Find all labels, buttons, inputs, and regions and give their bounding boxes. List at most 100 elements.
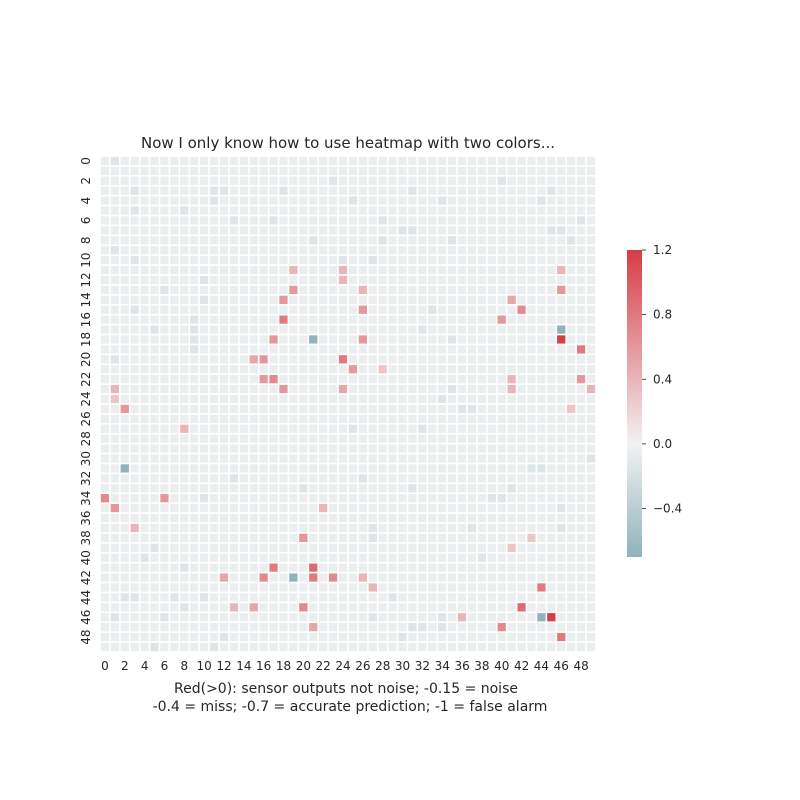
heatmap-cell <box>178 214 191 227</box>
heatmap-cell <box>158 274 171 286</box>
heatmap-cell <box>257 542 270 554</box>
heatmap-cell <box>109 502 121 514</box>
heatmap-cell <box>277 551 290 564</box>
heatmap-cell <box>128 452 141 465</box>
heatmap-cell <box>297 363 310 376</box>
heatmap-cell <box>386 373 399 385</box>
heatmap-cell <box>396 532 409 544</box>
heatmap-cell <box>257 432 270 445</box>
heatmap-cell <box>128 581 141 594</box>
heatmap-cell <box>148 313 161 326</box>
heatmap-cell <box>495 353 508 366</box>
heatmap-cell <box>188 442 200 455</box>
heatmap-cell <box>347 333 359 346</box>
heatmap-cell <box>486 313 498 326</box>
heatmap-cell <box>228 284 240 296</box>
heatmap-cell <box>119 363 131 376</box>
heatmap-cell <box>525 244 538 256</box>
heatmap-cell <box>357 284 369 296</box>
heatmap-cell <box>476 462 488 475</box>
heatmap-cell <box>476 621 488 633</box>
heatmap-cell <box>367 274 379 286</box>
heatmap-cell <box>555 631 568 643</box>
heatmap-cell <box>535 204 548 217</box>
heatmap-cell <box>327 303 339 316</box>
heatmap-cell <box>109 184 121 197</box>
heatmap-cell <box>555 343 568 356</box>
heatmap-cell <box>168 641 181 653</box>
heatmap-cell <box>357 333 369 346</box>
heatmap-cell <box>297 522 310 534</box>
heatmap-cell <box>238 512 250 524</box>
heatmap-cell <box>337 234 349 247</box>
heatmap-cell <box>317 532 329 544</box>
heatmap-cell <box>436 442 448 455</box>
heatmap-cell <box>307 641 320 653</box>
heatmap-cell <box>109 571 121 584</box>
x-tick-label: 10 <box>197 659 212 673</box>
heatmap-cell <box>575 165 587 177</box>
heatmap-cell <box>178 194 191 207</box>
colorbar-tick-label: 1.2 <box>653 243 672 257</box>
heatmap-cell <box>307 155 320 167</box>
heatmap-cell <box>297 423 310 435</box>
heatmap-cell <box>248 423 260 435</box>
heatmap-cell <box>456 254 468 266</box>
heatmap-cell <box>297 175 310 187</box>
heatmap-cell <box>317 343 329 356</box>
heatmap-cell <box>138 184 151 197</box>
heatmap-cell <box>545 571 558 584</box>
heatmap-cell <box>228 442 240 455</box>
heatmap-cell <box>208 214 220 227</box>
heatmap-cell <box>535 165 548 177</box>
x-tick-label: 38 <box>474 659 489 673</box>
heatmap-cell <box>476 581 488 594</box>
heatmap-cell <box>188 502 200 514</box>
heatmap-cell <box>267 303 280 316</box>
heatmap-cell <box>575 383 587 395</box>
heatmap-cell <box>257 343 270 356</box>
heatmap-cell <box>386 294 399 306</box>
heatmap-cell <box>555 571 568 584</box>
heatmap-cell <box>515 244 528 256</box>
heatmap-cell <box>555 492 568 504</box>
heatmap-cell <box>585 561 597 574</box>
heatmap-cell <box>466 264 478 276</box>
heatmap-cell <box>446 244 458 256</box>
heatmap-cell <box>307 264 320 276</box>
heatmap-cell <box>99 313 111 326</box>
heatmap-cell <box>208 413 220 425</box>
heatmap-cell <box>466 343 478 356</box>
heatmap-cell <box>357 184 369 197</box>
heatmap-cell <box>436 551 448 564</box>
heatmap-cell <box>287 303 300 316</box>
heatmap-cell <box>208 234 220 247</box>
heatmap-cell <box>585 254 597 266</box>
heatmap-cell <box>228 155 240 167</box>
heatmap-cell <box>178 601 191 614</box>
heatmap-cell <box>198 472 210 485</box>
heatmap-cell <box>515 423 528 435</box>
heatmap-cell <box>555 333 568 346</box>
heatmap-cell <box>109 641 121 653</box>
heatmap-cell <box>446 184 458 197</box>
heatmap-cell <box>525 601 538 614</box>
heatmap-cell <box>248 631 260 643</box>
heatmap-cell <box>535 323 548 336</box>
heatmap-cell <box>486 194 498 207</box>
heatmap-cell <box>486 452 498 465</box>
heatmap-cell <box>476 333 488 346</box>
heatmap-cell <box>128 512 141 524</box>
heatmap-cell <box>456 522 468 534</box>
heatmap-cell <box>545 313 558 326</box>
heatmap-cell <box>476 631 488 643</box>
heatmap-cell <box>238 333 250 346</box>
heatmap-cell <box>456 452 468 465</box>
heatmap-cell <box>515 631 528 643</box>
heatmap-cell <box>148 264 161 276</box>
heatmap-cell <box>119 175 131 187</box>
heatmap-cell <box>585 512 597 524</box>
heatmap-cell <box>575 403 587 415</box>
heatmap-cell <box>426 363 439 376</box>
heatmap-cell <box>406 383 419 395</box>
